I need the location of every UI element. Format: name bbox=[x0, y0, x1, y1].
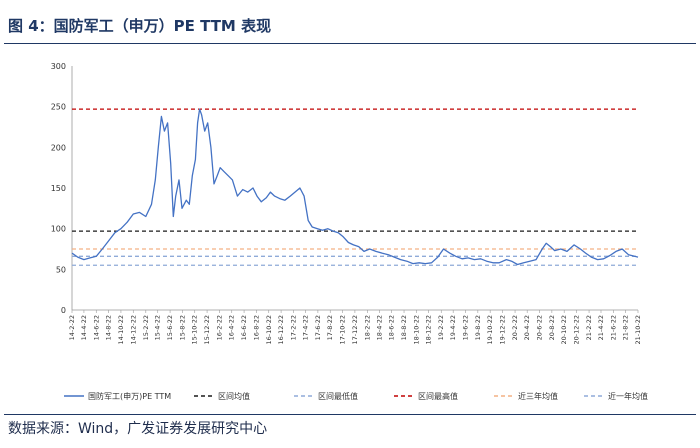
x-tick-label: 14-4-22 bbox=[80, 315, 88, 340]
title-underline bbox=[4, 43, 696, 44]
x-tick-label: 17-6-22 bbox=[314, 315, 322, 340]
x-tick-label: 16-4-22 bbox=[228, 315, 236, 340]
x-tick-label: 17-12-22 bbox=[351, 315, 359, 345]
x-tick-label: 21-4-22 bbox=[597, 315, 605, 340]
source-note: 数据来源：Wind，广发证券发展研究中心 bbox=[8, 421, 268, 437]
x-tick-label: 21-6-22 bbox=[609, 315, 617, 340]
plot-area: 0 50 100 150 200 250 300 14-2-22 14-4-22 14-6-22 1… bbox=[51, 62, 642, 345]
x-tick-label: 20-10-22 bbox=[560, 315, 568, 345]
x-tick-label: 16-6-22 bbox=[240, 315, 248, 340]
x-tick-label: 20-6-22 bbox=[536, 315, 544, 340]
x-tick-label: 20-4-22 bbox=[523, 315, 531, 340]
y-tick-label: 150 bbox=[51, 184, 66, 193]
x-tick-label: 16-2-22 bbox=[216, 315, 224, 340]
x-tick-label: 19-10-22 bbox=[486, 315, 494, 345]
x-tick-label: 21-2-22 bbox=[585, 315, 593, 340]
y-tick-label: 250 bbox=[51, 103, 66, 112]
x-tick-label: 17-8-22 bbox=[326, 315, 334, 340]
x-tick-label: 15-10-22 bbox=[191, 315, 199, 345]
x-tick-label: 20-12-22 bbox=[573, 315, 581, 345]
x-tick-label: 19-12-22 bbox=[499, 315, 507, 345]
x-tick-label: 21-10-22 bbox=[634, 315, 642, 345]
x-tick-label: 19-8-22 bbox=[474, 315, 482, 340]
x-tick-label: 15-2-22 bbox=[142, 315, 150, 340]
x-tick-label: 17-10-22 bbox=[339, 315, 347, 345]
legend: 国防军工(申万)PE TTM 区间均值 区间最低值 区间最高值 近三年均值 近一年均值 bbox=[64, 391, 648, 401]
x-tick-label: 18-12-22 bbox=[425, 315, 433, 345]
x-tick-label: 15-8-22 bbox=[178, 315, 186, 340]
x-tick-label: 19-2-22 bbox=[437, 315, 445, 340]
y-tick-label: 300 bbox=[51, 62, 66, 71]
y-tick-label: 100 bbox=[51, 225, 66, 234]
legend-label: 近三年均值 bbox=[518, 391, 558, 401]
x-tick-label: 17-4-22 bbox=[302, 315, 310, 340]
x-tick-label: 16-10-22 bbox=[265, 315, 273, 345]
x-tick-label: 16-12-22 bbox=[277, 315, 285, 345]
y-tick-label: 0 bbox=[61, 306, 66, 315]
legend-label: 区间最高值 bbox=[418, 391, 458, 401]
figure-title: 图 4：国防军工（申万）PE TTM 表现 bbox=[8, 17, 272, 35]
legend-label: 国防军工(申万)PE TTM bbox=[88, 391, 171, 401]
x-tick-label: 15-12-22 bbox=[203, 315, 211, 345]
x-tick-label: 18-10-22 bbox=[412, 315, 420, 345]
legend-label: 区间均值 bbox=[218, 391, 250, 401]
x-tick-label: 20-8-22 bbox=[548, 315, 556, 340]
x-tick-label: 18-8-22 bbox=[400, 315, 408, 340]
x-tick-label: 14-8-22 bbox=[105, 315, 113, 340]
x-tick-label: 17-2-22 bbox=[290, 315, 298, 340]
x-tick-label: 19-4-22 bbox=[449, 315, 457, 340]
y-tick-label: 50 bbox=[56, 265, 66, 274]
x-tick-label: 14-10-22 bbox=[117, 315, 125, 345]
x-tick-label: 14-12-22 bbox=[129, 315, 137, 345]
source-divider bbox=[4, 414, 696, 415]
x-tick-label: 20-2-22 bbox=[511, 315, 519, 340]
x-tick-label: 18-4-22 bbox=[375, 315, 383, 340]
legend-label: 近一年均值 bbox=[608, 391, 648, 401]
x-tick-label: 18-2-22 bbox=[363, 315, 371, 340]
x-tick-label: 14-6-22 bbox=[92, 315, 100, 340]
x-tick-label: 15-6-22 bbox=[166, 315, 174, 340]
pe-ttm-chart: 0 50 100 150 200 250 300 14-2-22 14-4-22 14-6-22 1… bbox=[51, 62, 648, 401]
x-tick-label: 19-6-22 bbox=[462, 315, 470, 340]
x-tick-label: 15-4-22 bbox=[154, 315, 162, 340]
x-tick-label: 16-8-22 bbox=[252, 315, 260, 340]
x-tick-label: 14-2-22 bbox=[68, 315, 76, 340]
pe-ttm-series-line bbox=[71, 108, 639, 266]
x-tick-label: 21-8-22 bbox=[622, 315, 630, 340]
x-tick-label: 18-6-22 bbox=[388, 315, 396, 340]
y-tick-label: 200 bbox=[51, 143, 66, 152]
legend-label: 区间最低值 bbox=[318, 391, 358, 401]
